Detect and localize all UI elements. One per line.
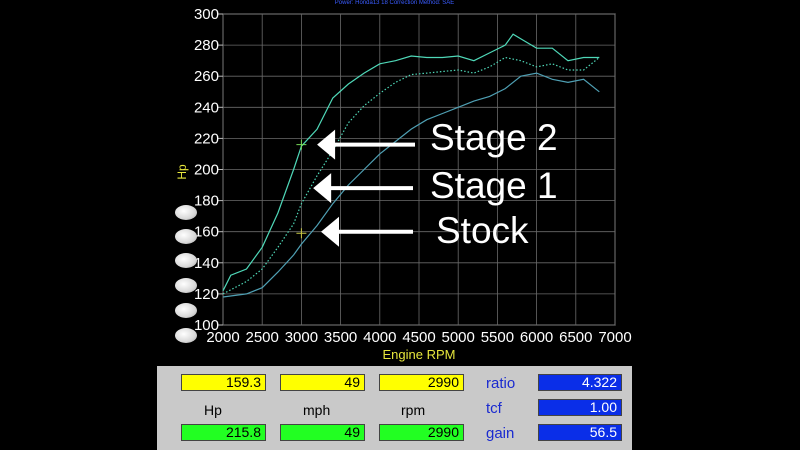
readout-panel: 159.3 49 2990 Hp mph rpm 215.8 49 2990 r… (157, 366, 632, 450)
y-tick-label: 140 (194, 255, 219, 272)
series-line-stock (222, 72, 600, 298)
ratio-label: ratio (486, 375, 516, 392)
y-tick-label: 100 (194, 317, 219, 334)
header-text: Power: Honda13 18 Correction Method: SAE (334, 0, 455, 6)
x-tick-label: 5000 (442, 329, 475, 346)
side-button-5[interactable] (175, 303, 197, 318)
side-button-6[interactable] (175, 328, 197, 343)
y-tick-label: 200 (194, 162, 219, 179)
side-button-2[interactable] (175, 229, 197, 244)
x-tick-label: 4000 (363, 329, 396, 346)
x-tick-label: 3500 (324, 329, 357, 346)
y-tick-label: 180 (194, 193, 219, 210)
y-axis-label: Hp (175, 164, 189, 180)
y-tick-label: 280 (194, 37, 219, 54)
gain-value: 56.5 (538, 424, 622, 441)
annotation-label: Stage 2 (430, 117, 558, 158)
side-button-3[interactable] (175, 253, 197, 268)
annotation-arrowhead (321, 216, 339, 247)
series-line-stage-2 (222, 33, 600, 292)
x-axis-label: Engine RPM (383, 347, 456, 362)
y-tick-label: 160 (194, 224, 219, 241)
side-button-4[interactable] (175, 278, 197, 293)
x-tick-label: 2000 (206, 329, 239, 346)
rpm-label: rpm (401, 402, 426, 418)
mph-label: mph (303, 402, 331, 418)
annotation-arrowhead (313, 173, 332, 204)
hp-label: Hp (204, 402, 222, 418)
mph-top-value: 49 (280, 374, 365, 391)
mph-bottom-value: 49 (280, 424, 365, 441)
x-tick-label: 3000 (285, 329, 318, 346)
x-tick-label: 4500 (402, 329, 435, 346)
rpm-top-value: 2990 (379, 374, 464, 391)
y-tick-label: 220 (194, 130, 219, 147)
x-tick-label: 2500 (246, 329, 279, 346)
hp-bottom-value: 215.8 (181, 424, 266, 441)
tcf-label: tcf (486, 400, 502, 417)
gain-label: gain (486, 425, 515, 442)
y-tick-label: 260 (194, 68, 219, 85)
x-tick-label: 6500 (559, 329, 592, 346)
hp-top-value: 159.3 (181, 374, 266, 391)
series-line-stage-1 (222, 56, 600, 295)
y-tick-label: 300 (194, 6, 219, 23)
y-tick-label: 120 (194, 286, 219, 303)
rpm-bottom-value: 2990 (379, 424, 464, 441)
side-button-1[interactable] (175, 205, 197, 220)
y-tick-label: 240 (194, 99, 219, 116)
annotation-label: Stage 1 (430, 165, 558, 206)
x-tick-label: 7000 (598, 329, 631, 346)
x-tick-label: 5500 (481, 329, 514, 346)
tcf-value: 1.00 (538, 399, 622, 416)
annotation-label: Stock (436, 210, 529, 251)
ratio-value: 4.322 (538, 374, 622, 391)
x-tick-label: 6000 (520, 329, 553, 346)
annotation-arrowhead (317, 129, 336, 160)
